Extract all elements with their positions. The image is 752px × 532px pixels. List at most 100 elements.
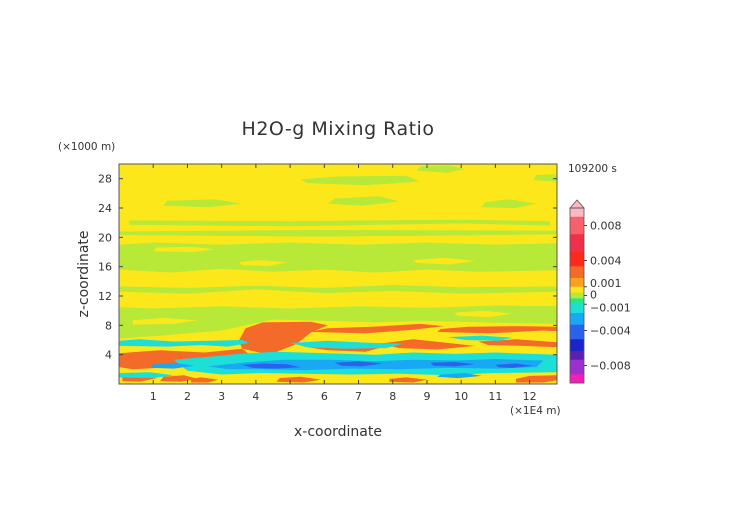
field-region-41 <box>389 377 427 383</box>
colorbar-band <box>570 307 584 311</box>
colorbar-band <box>570 260 584 264</box>
field-region-11 <box>153 246 215 252</box>
colorbar-band <box>570 225 584 229</box>
colorbar-band <box>570 222 584 226</box>
field-region-6 <box>327 196 400 206</box>
field-region-9 <box>416 165 465 173</box>
field-region-0 <box>119 305 557 339</box>
colorbar-band <box>570 234 584 238</box>
field-region-31 <box>447 335 513 341</box>
colorbar-band <box>570 304 584 308</box>
field-region-12 <box>238 260 287 266</box>
field-region-26 <box>190 377 219 383</box>
x-tick-label: 5 <box>287 390 294 403</box>
plot-frame <box>118 163 558 385</box>
colorbar-band <box>570 240 584 244</box>
colorbar-band <box>570 321 584 326</box>
y-axis-title: z-coordinate <box>76 230 92 317</box>
field-region-15 <box>454 310 513 318</box>
field-region-19 <box>437 326 557 334</box>
colorbar-band <box>570 228 584 232</box>
colorbar-band <box>570 377 584 381</box>
colorbar-band <box>570 345 584 349</box>
colorbar-band <box>570 275 584 279</box>
colorbar-band <box>570 371 584 375</box>
colorbar-band <box>570 324 584 328</box>
colorbar-band <box>570 359 584 363</box>
colorbar-band <box>570 263 584 267</box>
colorbar-band <box>570 313 584 317</box>
colorbar-band <box>570 254 584 258</box>
colorbar-band <box>570 327 584 331</box>
field-region-34 <box>149 362 195 369</box>
colorbar-band <box>570 231 584 235</box>
x-tick-label: 7 <box>355 390 362 403</box>
colorbar-band <box>570 365 584 369</box>
colorbar-band <box>570 266 584 270</box>
y-tick-label: 20 <box>98 231 112 244</box>
x-tick-label: 3 <box>218 390 225 403</box>
colorbar-band <box>570 310 584 314</box>
colorbar-band <box>570 243 584 247</box>
colorbar-tick-label: −0.001 <box>590 301 631 314</box>
y-unit-label: (×1000 m) <box>58 141 115 153</box>
colorbar-band <box>570 278 584 282</box>
colorbar-band <box>570 213 584 218</box>
field-region-28 <box>119 339 249 347</box>
colorbar-band <box>570 286 584 291</box>
colorbar-band <box>570 245 584 250</box>
field-region-10 <box>533 174 557 182</box>
field-region-40 <box>276 376 321 383</box>
colorbar-band <box>570 315 584 320</box>
field-region-27 <box>515 375 557 383</box>
colorbar-band <box>570 280 584 285</box>
x-unit-label: (×1E4 m) <box>510 405 561 417</box>
chart-title: H2O-g Mixing Ratio <box>242 118 435 140</box>
x-tick-label: 1 <box>150 390 157 403</box>
field-region-17 <box>238 321 328 355</box>
x-tick-label: 12 <box>523 390 537 403</box>
colorbar-band <box>570 248 584 253</box>
x-tick-label: 11 <box>488 390 502 403</box>
field-region-1 <box>119 242 557 273</box>
y-tick-label: 8 <box>105 319 112 332</box>
colorbar-band <box>570 251 584 256</box>
colorbar-band <box>570 237 584 241</box>
colorbar-band <box>570 219 584 223</box>
colorbar-band <box>570 374 584 378</box>
x-tick-label: 8 <box>389 390 396 403</box>
x-tick-label: 2 <box>184 390 191 403</box>
colorbar-band <box>570 380 584 384</box>
x-tick-label: 9 <box>423 390 430 403</box>
field-region-14 <box>132 318 198 325</box>
x-tick-label: 4 <box>252 390 259 403</box>
field-region-37 <box>334 361 383 367</box>
field-region-4 <box>119 285 557 294</box>
field-region-39 <box>495 363 533 368</box>
colorbar-band <box>570 269 584 273</box>
field-region-32 <box>119 372 174 379</box>
colorbar-band <box>570 339 584 343</box>
colorbar-tick-label: 0.008 <box>590 220 622 233</box>
field-region-30 <box>290 340 403 349</box>
colorbar-tick-label: 0.004 <box>590 255 622 268</box>
field-region-36 <box>242 363 301 369</box>
field-region-23 <box>478 339 557 348</box>
colorbar-band <box>570 216 584 221</box>
colorbar-band <box>570 272 584 276</box>
colorbar-band <box>570 336 584 340</box>
field-region-7 <box>481 199 537 208</box>
colorbar-tick-label: 0.001 <box>590 277 622 290</box>
y-tick-label: 28 <box>98 173 112 186</box>
colorbar-tick-label: −0.008 <box>590 360 631 373</box>
colorbar-tick-label: −0.004 <box>590 325 631 338</box>
colorbar-band <box>570 356 584 361</box>
colorbar-band <box>570 210 584 215</box>
x-axis-title: x-coordinate <box>294 424 382 440</box>
x-axis: 1 2 3 4 5 6 7 8 9 10 11 12 <box>150 164 537 403</box>
colorbar-band <box>570 289 584 293</box>
plot-area <box>118 163 558 385</box>
field-region-25 <box>160 375 198 382</box>
colorbar-band <box>570 333 584 337</box>
y-tick-label: 4 <box>105 349 112 362</box>
